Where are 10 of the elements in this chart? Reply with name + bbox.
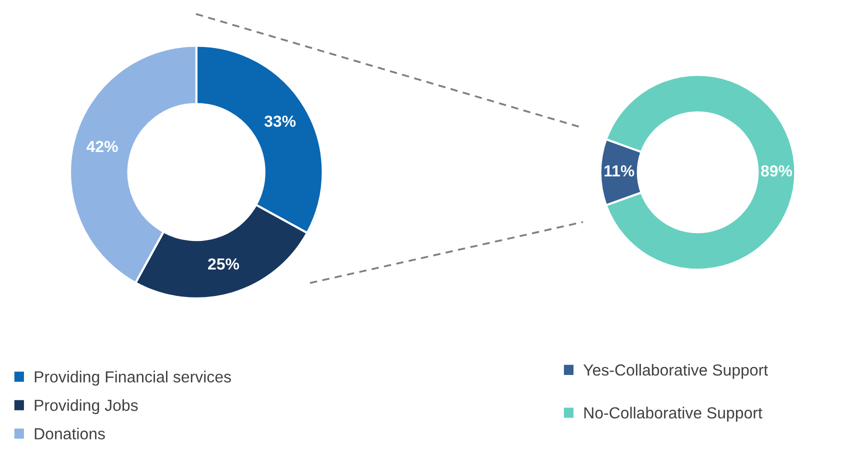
legend-label: Providing Jobs — [34, 399, 138, 414]
data-label: 25% — [208, 258, 240, 270]
legend-label: Providing Financial services — [34, 370, 231, 386]
data-label: 11% — [604, 165, 634, 177]
data-label: 33% — [264, 116, 296, 127]
legend-label: Yes-Collaborative Support — [583, 364, 768, 379]
data-label: 42% — [86, 140, 118, 152]
data-label: 89% — [761, 165, 792, 177]
legend-label: No-Collaborative Support — [584, 406, 762, 422]
legend-label: Donations — [34, 428, 105, 440]
